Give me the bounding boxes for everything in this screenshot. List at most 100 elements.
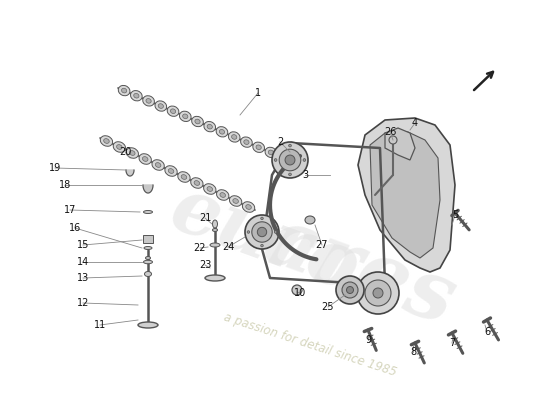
Ellipse shape [118,86,130,96]
Ellipse shape [178,172,190,182]
Ellipse shape [152,160,164,170]
Ellipse shape [244,140,249,144]
Ellipse shape [256,145,261,150]
Ellipse shape [373,288,383,298]
Text: 27: 27 [316,240,328,250]
Text: 20: 20 [119,147,131,157]
Text: 8: 8 [410,347,416,357]
Ellipse shape [305,216,315,224]
Ellipse shape [245,215,279,249]
Text: 10: 10 [294,288,306,298]
Ellipse shape [191,116,204,127]
Ellipse shape [179,111,191,122]
Text: 2: 2 [277,137,283,147]
Ellipse shape [261,217,263,220]
Text: ares: ares [254,198,466,342]
Ellipse shape [204,122,216,132]
Text: 18: 18 [59,180,71,190]
Ellipse shape [207,187,212,191]
Ellipse shape [346,286,354,294]
Ellipse shape [129,151,135,155]
Text: 19: 19 [49,163,61,173]
Text: 1: 1 [255,88,261,98]
Ellipse shape [292,285,302,295]
Ellipse shape [212,220,217,228]
Ellipse shape [170,109,175,114]
Ellipse shape [167,106,179,116]
Ellipse shape [365,280,391,306]
Ellipse shape [336,276,364,304]
Text: euro: euro [161,172,370,308]
Ellipse shape [134,94,139,98]
Text: 26: 26 [384,127,396,137]
Ellipse shape [146,98,151,103]
Ellipse shape [181,175,187,179]
Ellipse shape [204,184,216,194]
Ellipse shape [279,149,301,171]
Ellipse shape [303,159,306,161]
Text: 3: 3 [302,170,308,180]
Ellipse shape [243,202,255,212]
Text: 22: 22 [194,243,206,253]
Ellipse shape [104,139,109,143]
Ellipse shape [210,243,220,247]
Ellipse shape [205,275,225,281]
Ellipse shape [100,136,113,146]
Ellipse shape [247,231,250,233]
Polygon shape [126,170,134,176]
Ellipse shape [289,144,292,147]
Ellipse shape [212,228,217,232]
Text: 11: 11 [94,320,106,330]
Text: 24: 24 [222,242,234,252]
Ellipse shape [289,173,292,176]
Ellipse shape [268,150,273,155]
Ellipse shape [220,193,225,197]
Text: 12: 12 [77,298,89,308]
Ellipse shape [342,282,358,298]
Text: 9: 9 [365,335,371,345]
Ellipse shape [117,145,122,149]
Ellipse shape [265,147,277,158]
Ellipse shape [183,114,188,119]
Text: a passion for detail since 1985: a passion for detail since 1985 [222,311,398,379]
Ellipse shape [216,127,228,137]
Text: 13: 13 [77,273,89,283]
Ellipse shape [144,210,152,214]
Ellipse shape [145,272,151,276]
Ellipse shape [219,130,224,134]
Ellipse shape [146,256,151,260]
Text: 5: 5 [452,210,458,220]
Text: 15: 15 [77,240,89,250]
Ellipse shape [261,244,263,247]
Ellipse shape [207,124,212,129]
Ellipse shape [228,132,240,142]
Text: 16: 16 [69,223,81,233]
Ellipse shape [217,190,229,200]
Ellipse shape [138,322,158,328]
Ellipse shape [165,166,177,176]
Text: 14: 14 [77,257,89,267]
Ellipse shape [122,88,126,93]
Ellipse shape [195,119,200,124]
Ellipse shape [272,142,308,178]
Ellipse shape [274,231,277,233]
Ellipse shape [144,246,152,250]
Ellipse shape [274,159,277,161]
Text: 17: 17 [64,205,76,215]
Text: 25: 25 [322,302,334,312]
Ellipse shape [155,101,167,111]
Text: 23: 23 [199,260,211,270]
Ellipse shape [389,136,397,144]
Ellipse shape [233,199,238,203]
Polygon shape [370,132,440,258]
Ellipse shape [253,142,265,152]
Ellipse shape [229,196,242,206]
Ellipse shape [113,142,125,152]
Polygon shape [143,185,153,193]
Text: 21: 21 [199,213,211,223]
Polygon shape [385,128,415,160]
Ellipse shape [155,163,161,167]
Ellipse shape [142,157,148,161]
Ellipse shape [252,222,272,242]
Ellipse shape [168,169,174,173]
